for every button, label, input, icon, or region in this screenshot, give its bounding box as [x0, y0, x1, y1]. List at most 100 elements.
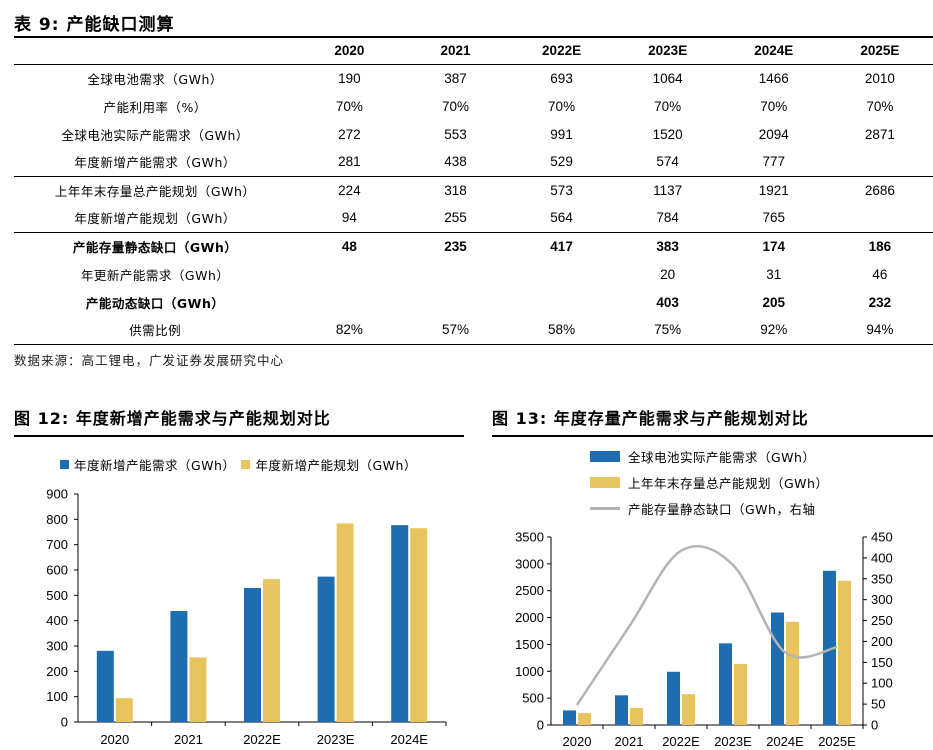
y2-tick-label: 450 — [871, 530, 893, 545]
table-cell: 417 — [508, 231, 615, 260]
table-cell: 529 — [550, 154, 573, 170]
legend-swatch-blue — [60, 460, 69, 469]
x-tick-label: 2024E — [766, 734, 804, 749]
table-cell: 94 — [341, 210, 357, 226]
y-tick-label: 0 — [61, 715, 68, 730]
legend-line-gray — [590, 507, 620, 510]
bar-plan-2020 — [578, 712, 591, 725]
bar-plan-2021 — [630, 707, 643, 725]
table-cell: 190 — [338, 70, 361, 86]
table-row: 年更新产能需求（GWh） 20 31 46 — [14, 260, 933, 288]
table-cell: 174 — [720, 231, 827, 260]
y-tick-label: 2500 — [515, 583, 544, 598]
table-cell: 70% — [335, 98, 363, 114]
table-cell: 574 — [656, 154, 679, 170]
y-tick-label: 200 — [46, 664, 68, 679]
y2-tick-label: 50 — [871, 697, 885, 712]
y2-tick-label: 400 — [871, 550, 893, 565]
bar-demand-2024E — [391, 525, 409, 722]
y-tick-label: 1000 — [515, 664, 544, 679]
table-cell: 255 — [444, 210, 467, 226]
table-row: 年度新增产能规划（GWh） 94 255 564 784 765 — [14, 204, 933, 232]
table-row: 年度新增产能需求（GWh） 281 438 529 574 777 — [14, 148, 933, 176]
table-cell: 70% — [548, 98, 576, 114]
table-row: 产能动态缺口（GWh） 403 205 232 — [14, 288, 933, 316]
bar-demand-2022E — [667, 671, 680, 725]
y-tick-label: 700 — [46, 537, 68, 552]
table-cell: 70% — [866, 98, 894, 114]
table-cell: 1466 — [758, 70, 789, 86]
bar-plan-2020 — [115, 698, 133, 722]
table-cell: 1520 — [652, 126, 683, 142]
row-label: 产能动态缺口（GWh） — [85, 295, 225, 311]
table-cell: 1921 — [720, 175, 827, 204]
table-cell: 573 — [508, 175, 615, 204]
table-header-cell: 2023E — [614, 36, 721, 65]
fig13-legend-item-3: 产能存量静态缺口（GWh，右轴 — [590, 499, 815, 518]
table-cell: 186 — [826, 231, 933, 260]
table-cell: 70% — [654, 98, 682, 114]
x-tick-label: 2024E — [390, 732, 428, 747]
table-row: 上年年末存量总产能规划（GWh） 224 318 573 1137 1921 2686 — [14, 175, 933, 204]
table-row: 全球电池实际产能需求（GWh） 272 553 991 1520 2094 2871 — [14, 120, 933, 148]
table-cell: 57% — [402, 316, 509, 345]
table-cell: 2094 — [758, 126, 789, 142]
y-tick-label: 300 — [46, 639, 68, 654]
y2-tick-label: 200 — [871, 634, 893, 649]
y-tick-label: 800 — [46, 512, 68, 527]
legend-swatch-gold — [241, 460, 251, 469]
bar-plan-2024E — [410, 528, 428, 722]
table-cell: 383 — [614, 231, 721, 260]
legend-label: 年度新增产能需求（GWh） — [74, 458, 236, 473]
x-tick-label: 2021 — [615, 734, 644, 749]
legend-label: 全球电池实际产能需求（GWh） — [628, 450, 816, 465]
table-cell: 281 — [338, 154, 361, 170]
figure-12-bar-chart: 0 100 200 300 400 500 600 700 800 900 2020 2021 2022… — [46, 487, 447, 747]
legend-label: 上年年末存量总产能规划（GWh） — [628, 476, 829, 491]
y-tick-label: 900 — [46, 487, 68, 502]
y2-tick-label: 100 — [871, 676, 893, 691]
y2-tick-label: 0 — [871, 718, 878, 733]
table-cell: 92% — [720, 316, 827, 345]
figure-12-title: 图 12: 年度新增产能需求与产能规划对比 — [14, 405, 464, 437]
table-cell: 991 — [550, 126, 573, 142]
table-cell: 693 — [550, 70, 573, 86]
x-tick-label: 2020 — [563, 734, 592, 749]
x-tick-label: 2020 — [100, 732, 129, 747]
table-header-cell: 2020 — [296, 36, 403, 65]
y-tick-label: 3000 — [515, 556, 544, 571]
legend-label: 产能存量静态缺口（GWh，右轴 — [628, 502, 816, 517]
table-row: 供需比例 82% 57% 58% 75% 92% 94% — [14, 316, 933, 345]
table-cell: 2686 — [826, 175, 933, 204]
bar-plan-2021 — [189, 657, 207, 722]
y-tick-label: 1500 — [515, 637, 544, 652]
fig13-legend-item-1: 全球电池实际产能需求（GWh） — [590, 447, 815, 466]
figure-13-title: 图 13: 年度存量产能需求与产能规划对比 — [492, 405, 933, 437]
table-row: 全球电池需求（GWh） 190 387 693 1064 1466 2010 — [14, 64, 933, 92]
table-cell: 31 — [766, 266, 782, 282]
table-cell: 564 — [550, 210, 573, 226]
table-cell: 387 — [444, 70, 467, 86]
table-cell: 232 — [868, 294, 892, 310]
bar-demand-2021 — [615, 695, 628, 725]
table-cell: 48 — [296, 231, 403, 260]
table-cell: 438 — [444, 154, 467, 170]
bar-demand-2020 — [563, 710, 576, 725]
bar-plan-2022E — [682, 694, 695, 725]
y-tick-label: 500 — [46, 588, 68, 603]
table-title: 表 9: 产能缺口测算 — [14, 15, 175, 35]
table-cell: 272 — [338, 126, 361, 142]
bar-demand-2022E — [244, 587, 261, 722]
bar-demand-2025E — [823, 570, 836, 725]
table-cell: 205 — [762, 294, 786, 310]
table-cell: 1137 — [614, 175, 721, 204]
bar-demand-2024E — [771, 612, 784, 725]
row-label: 产能存量静态缺口（GWh） — [14, 231, 297, 260]
static-gap-line — [575, 545, 838, 706]
row-label: 年度新增产能需求（GWh） — [74, 155, 236, 171]
table-row: 产能存量静态缺口（GWh） 48 235 417 383 174 186 — [14, 231, 933, 260]
bar-plan-2025E — [838, 580, 851, 725]
table-header-cell: 2025E — [826, 36, 933, 65]
table-cell: 75% — [614, 316, 721, 345]
capacity-gap-table: 2020 2021 2022E 2023E 2024E 2025E 全球电池需求… — [14, 36, 933, 345]
